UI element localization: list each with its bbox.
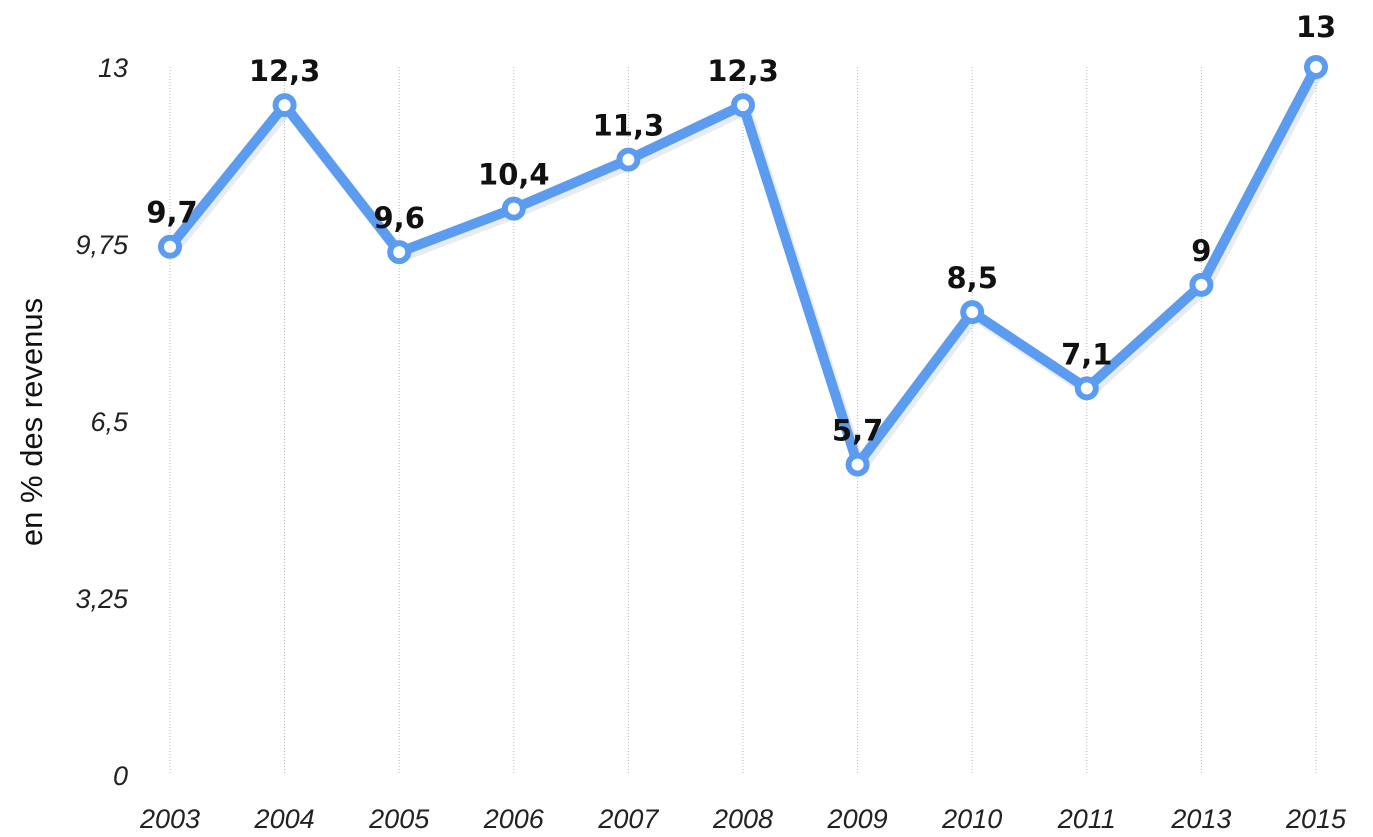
data-label: 13 [1296,10,1336,44]
y-axis-ticks: 0 3,25 6,5 9,75 13 [75,53,129,791]
data-point [387,240,412,265]
data-label: 8,5 [947,261,998,295]
data-label: 7,1 [1061,337,1112,371]
x-tick-label: 2004 [254,804,315,834]
data-point [1189,272,1214,297]
x-tick-label: 2015 [1285,804,1347,834]
data-label: 11,3 [593,109,665,143]
y-tick-label: 13 [98,53,128,83]
x-tick-label: 2005 [368,804,430,834]
data-points [158,55,1328,477]
series-line-layer [165,62,1325,475]
data-label: 12,3 [707,54,779,88]
y-tick-label: 3,25 [75,584,129,614]
data-point [731,93,755,118]
y-tick-label: 9,75 [75,230,129,260]
x-tick-label: 2008 [712,804,773,834]
y-tick-label: 6,5 [90,407,129,437]
x-tick-label: 2007 [597,804,659,834]
x-tick-label: 2006 [483,804,545,834]
x-tick-label: 2011 [1057,804,1116,834]
x-axis-ticks: 2003 2004 2005 2006 2007 2008 2009 2010 2011 2013… [139,804,1347,834]
data-labels: 9,7 12,3 9,6 10,4 11,3 12,3 5,7 8,5 7,1 9 13 [146,10,1336,448]
data-point [501,196,526,221]
data-label: 9 [1191,234,1211,268]
data-point [272,93,297,118]
data-point [1304,55,1328,79]
y-axis-label: en % des revenus [14,298,49,546]
data-label: 9,6 [374,201,425,235]
data-point [616,147,641,172]
data-label: 12,3 [249,54,321,88]
data-point [1074,376,1099,401]
y-tick-label: 0 [113,761,128,791]
grid-lines [169,67,1317,775]
x-tick-label: 2013 [1170,804,1231,834]
x-tick-label: 2009 [827,804,888,834]
data-point [845,452,870,477]
data-label: 9,7 [146,196,197,230]
data-label: 5,7 [832,414,883,448]
x-tick-label: 2010 [941,804,1002,834]
data-point [158,234,182,259]
data-point [960,300,985,325]
x-tick-label: 2003 [139,804,200,834]
data-label: 10,4 [478,158,550,192]
